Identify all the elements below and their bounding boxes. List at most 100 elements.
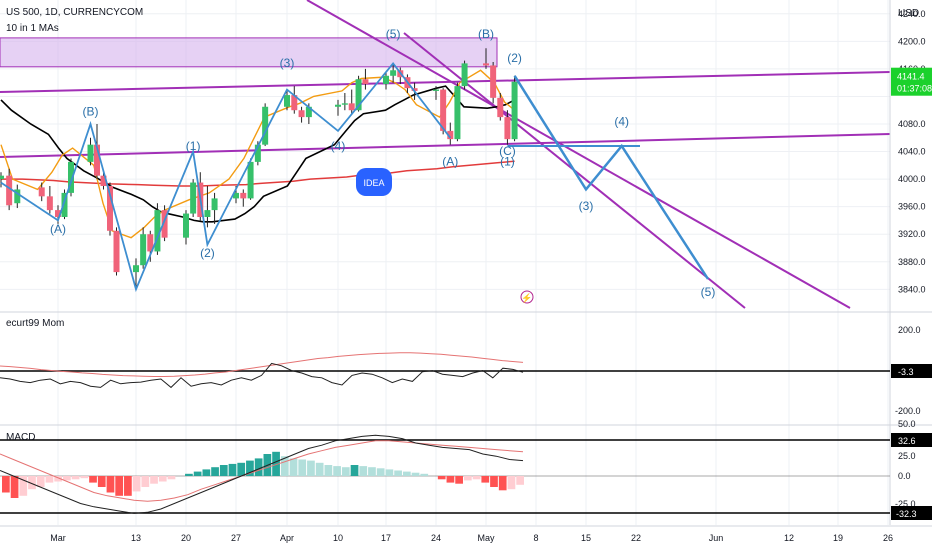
- wave-label: (C): [499, 144, 516, 158]
- macd-histogram-bar: [202, 469, 211, 476]
- candle-body: [362, 79, 369, 85]
- candle-body: [0, 175, 4, 180]
- macd-histogram-bar: [150, 476, 158, 484]
- wave-label: (5): [386, 27, 401, 41]
- time-tick-label: 15: [581, 533, 591, 543]
- candle-body: [55, 210, 61, 217]
- macd-histogram-bar: [36, 476, 45, 487]
- time-tick-label: 20: [181, 533, 191, 543]
- wave-label: (3): [280, 56, 295, 70]
- lower-trendline: [0, 133, 891, 158]
- candle-body: [298, 110, 305, 118]
- time-tick-label: 8: [533, 533, 538, 543]
- momentum-value-tag: [891, 364, 932, 378]
- macd-title: MACD: [6, 432, 36, 443]
- macd-histogram-bar: [507, 476, 516, 490]
- time-tick-label: 26: [883, 533, 893, 543]
- candle-body: [133, 265, 139, 273]
- ma-orange-line: [0, 69, 516, 239]
- macd-histogram-bar: [228, 463, 237, 476]
- macd-histogram-bar: [333, 466, 341, 476]
- candle-body: [355, 79, 362, 111]
- candle-body: [94, 144, 100, 176]
- candle-body: [440, 89, 447, 131]
- macd-histogram-bar: [481, 476, 490, 483]
- candle-body: [87, 144, 94, 162]
- macd-line: [0, 434, 524, 514]
- macd-histogram-bar: [402, 471, 411, 476]
- upper-trendline: [0, 71, 891, 93]
- macd-tick-label: -25.0: [895, 499, 916, 509]
- macd-histogram-bar: [490, 476, 498, 487]
- wave-label: (A): [442, 154, 458, 168]
- candle-body: [6, 175, 13, 206]
- candle-body: [183, 213, 189, 238]
- macd-histogram-bar: [498, 476, 507, 491]
- current-price-time: 01:37:08: [897, 84, 932, 94]
- macd-tick-label: 0.0: [898, 471, 911, 481]
- descending-channel-top: [306, 0, 851, 309]
- ma-black-line: [0, 85, 515, 223]
- macd-histogram-bar: [280, 456, 289, 476]
- candle-body: [190, 182, 197, 214]
- symbol-title: US 500, 1D, CURRENCYCOM: [6, 7, 144, 18]
- wave-label: (1): [500, 154, 515, 168]
- wave-label: (A): [50, 222, 66, 236]
- candle-body: [240, 192, 247, 199]
- macd-histogram-bar: [359, 466, 368, 476]
- indicator-title: 10 in 1 MAs: [6, 23, 59, 34]
- price-tick-label: 4240.0: [898, 9, 926, 19]
- resistance-zone: [0, 37, 498, 68]
- candle-body: [211, 198, 218, 211]
- macd-histogram-bar: [289, 458, 298, 476]
- candle-body: [504, 117, 511, 140]
- time-tick-label: Jun: [709, 533, 724, 543]
- wave-label: (1): [186, 139, 201, 153]
- macd-histogram-bar: [158, 476, 167, 482]
- candle-body: [433, 89, 439, 91]
- momentum-tick-label: 200.0: [898, 325, 921, 335]
- time-tick-label: 24: [431, 533, 441, 543]
- macd-histogram-bar: [45, 476, 54, 483]
- candle-body: [454, 86, 461, 140]
- candle-body: [383, 75, 389, 85]
- macd-histogram-bar: [211, 467, 219, 476]
- macd-histogram-bar: [455, 476, 463, 484]
- candle-body: [61, 192, 68, 217]
- candle-body: [204, 210, 211, 217]
- price-tick-label: 3840.0: [898, 284, 926, 294]
- macd-histogram-bar: [124, 476, 132, 496]
- macd-tick-label: 50.0: [898, 419, 916, 429]
- macd-histogram-bar: [516, 476, 524, 485]
- macd-histogram-bar: [167, 476, 176, 480]
- momentum-line: [0, 362, 524, 389]
- price-tick-label: 4040.0: [898, 147, 926, 157]
- macd-signal-line: [0, 440, 524, 502]
- candle-body: [254, 144, 261, 162]
- macd-value-upper: 32.6: [898, 436, 916, 446]
- wave-label: (B): [83, 105, 99, 119]
- candle-body: [14, 189, 21, 204]
- candle-body: [154, 210, 161, 252]
- macd-histogram-bar: [246, 460, 254, 476]
- lightning-glyph: ⚡: [521, 292, 532, 304]
- lightning-icon: [520, 290, 534, 304]
- candle-body: [291, 95, 298, 111]
- projection-path: [513, 75, 710, 280]
- candle-body: [140, 234, 147, 266]
- macd-histogram-bar: [141, 476, 150, 487]
- price-tick-label: 3880.0: [898, 257, 926, 267]
- candle-body: [490, 65, 497, 98]
- time-tick-label: 10: [333, 533, 343, 543]
- price-tick-label: 4000.0: [898, 174, 926, 184]
- macd-histogram-bar: [80, 476, 89, 479]
- macd-histogram-bar: [376, 468, 385, 476]
- candle-body: [348, 103, 355, 111]
- macd-histogram-bar: [54, 476, 63, 482]
- wave-label: (4): [614, 114, 629, 128]
- time-tick-label: 22: [631, 533, 641, 543]
- price-tick-label: 3920.0: [898, 229, 926, 239]
- wave-label: (2): [200, 246, 215, 260]
- time-tick-label: 12: [784, 533, 794, 543]
